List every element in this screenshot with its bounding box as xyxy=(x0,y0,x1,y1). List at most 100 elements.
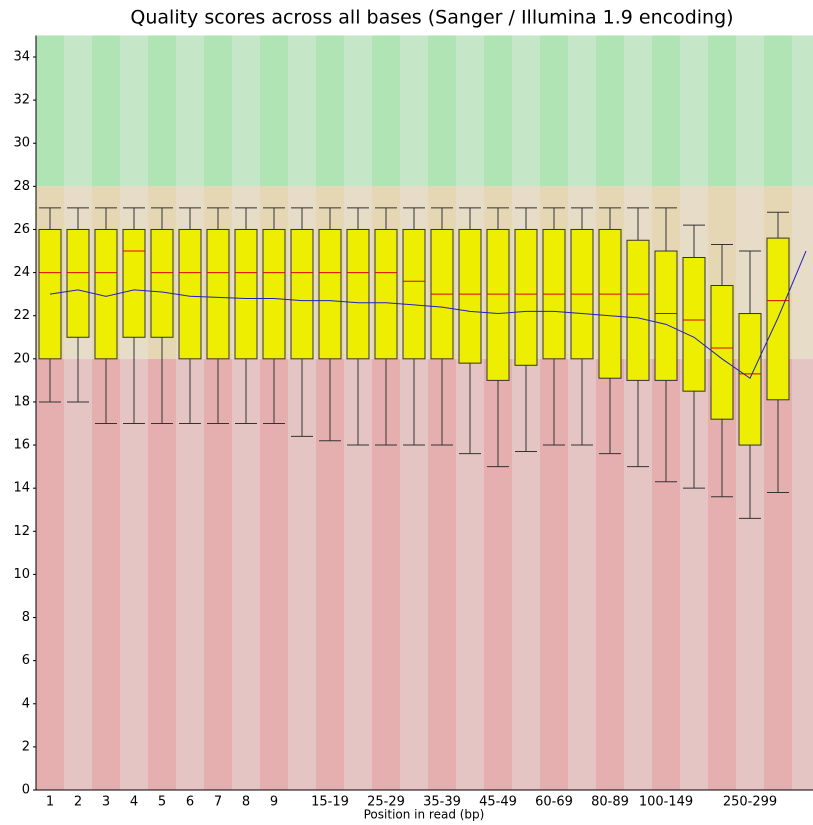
quality-band xyxy=(148,35,176,187)
y-tick-label: 28 xyxy=(13,179,30,194)
quality-band xyxy=(400,35,428,187)
quality-band xyxy=(288,35,316,187)
quality-band xyxy=(204,358,232,790)
quality-band xyxy=(792,186,813,359)
y-tick-label: 20 xyxy=(13,351,30,366)
x-tick-label: 1 xyxy=(46,795,54,810)
box xyxy=(346,228,370,360)
box xyxy=(290,228,314,360)
box xyxy=(458,228,482,364)
x-tick-label: 25-29 xyxy=(367,795,405,810)
y-tick-label: 0 xyxy=(22,783,30,798)
quality-band xyxy=(260,35,288,187)
quality-band xyxy=(792,35,813,187)
quality-band xyxy=(64,358,92,790)
quality-band xyxy=(176,358,204,790)
y-tick-label: 16 xyxy=(13,438,30,453)
quality-band xyxy=(624,35,652,187)
y-tick-label: 8 xyxy=(22,610,30,625)
x-tick-label: 9 xyxy=(270,795,278,810)
box xyxy=(206,228,230,360)
x-tick-label: 6 xyxy=(186,795,194,810)
y-tick-label: 24 xyxy=(13,265,30,280)
mean-line xyxy=(49,250,807,379)
y-tick-label: 14 xyxy=(13,481,30,496)
x-tick-label: 80-89 xyxy=(591,795,629,810)
quality-band xyxy=(120,358,148,790)
box xyxy=(178,228,202,360)
box xyxy=(626,239,650,381)
quality-band xyxy=(568,35,596,187)
x-tick-label: 7 xyxy=(214,795,222,810)
y-tick-label: 30 xyxy=(13,136,30,151)
x-axis-label: Position in read (bp) xyxy=(364,808,485,822)
box xyxy=(682,256,706,392)
quality-band xyxy=(484,35,512,187)
x-tick-label: 250-299 xyxy=(723,795,777,810)
y-tick-label: 2 xyxy=(22,739,30,754)
box xyxy=(234,228,258,360)
quality-band xyxy=(372,35,400,187)
quality-band xyxy=(64,35,92,187)
quality-band xyxy=(148,358,176,790)
quality-band xyxy=(596,35,624,187)
x-tick-label: 35-39 xyxy=(423,795,461,810)
box xyxy=(486,228,510,381)
box xyxy=(262,228,286,360)
quality-band xyxy=(680,35,708,187)
box xyxy=(598,228,622,379)
x-tick-label: 60-69 xyxy=(535,795,573,810)
y-tick-label: 12 xyxy=(13,524,30,539)
x-tick-label: 5 xyxy=(158,795,166,810)
x-tick-label: 4 xyxy=(130,795,138,810)
quality-band xyxy=(736,35,764,187)
box xyxy=(374,228,398,360)
y-tick-label: 18 xyxy=(13,394,30,409)
box xyxy=(318,228,342,360)
quality-band xyxy=(792,358,813,790)
quality-band xyxy=(36,358,64,790)
quality-band xyxy=(232,35,260,187)
quality-band xyxy=(512,35,540,187)
box xyxy=(654,250,678,381)
box xyxy=(150,228,174,338)
quality-band xyxy=(428,35,456,187)
x-tick-label: 3 xyxy=(102,795,110,810)
quality-band xyxy=(344,35,372,187)
x-tick-label: 45-49 xyxy=(479,795,517,810)
quality-band xyxy=(540,35,568,187)
box xyxy=(66,228,90,338)
y-tick-label: 26 xyxy=(13,222,30,237)
quality-band xyxy=(456,35,484,187)
quality-band xyxy=(92,358,120,790)
y-tick-label: 32 xyxy=(13,93,30,108)
x-tick-label: 2 xyxy=(74,795,82,810)
quality-band xyxy=(708,35,736,187)
box xyxy=(514,228,538,366)
quality-band xyxy=(36,35,64,187)
y-tick-label: 10 xyxy=(13,567,30,582)
quality-band xyxy=(204,35,232,187)
quality-band xyxy=(652,35,680,187)
x-tick-label: 15-19 xyxy=(311,795,349,810)
y-tick-label: 4 xyxy=(22,696,30,711)
quality-band xyxy=(232,358,260,790)
box xyxy=(122,228,146,338)
chart-title: Quality scores across all bases (Sanger … xyxy=(130,7,733,29)
box xyxy=(402,228,426,360)
quality-band xyxy=(120,35,148,187)
quality-band xyxy=(260,358,288,790)
x-tick-label: 8 xyxy=(242,795,250,810)
quality-band xyxy=(176,35,204,187)
x-tick-label: 100-149 xyxy=(639,795,693,810)
box xyxy=(738,313,762,446)
quality-band xyxy=(316,35,344,187)
box xyxy=(710,285,734,420)
y-tick-label: 22 xyxy=(13,308,30,323)
plot-area xyxy=(36,35,813,790)
quality-band xyxy=(764,35,792,187)
quality-band xyxy=(92,35,120,187)
y-tick-label: 6 xyxy=(22,653,30,668)
y-tick-label: 34 xyxy=(13,50,30,65)
